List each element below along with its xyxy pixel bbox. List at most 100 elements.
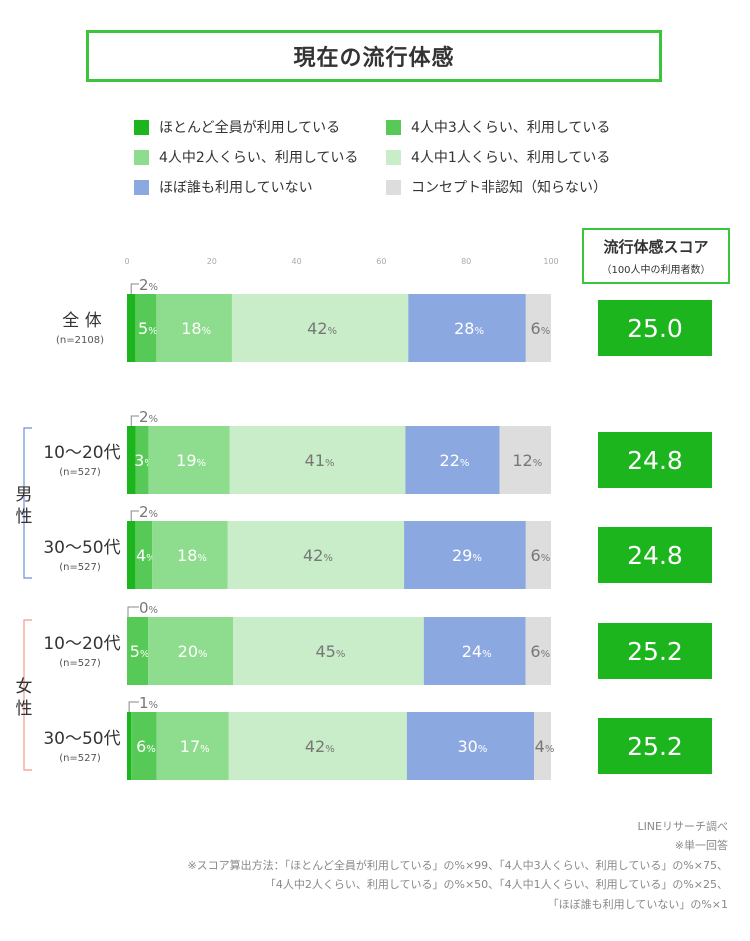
bar-segment (131, 712, 157, 780)
score-header-subtitle: （100人中の利用者数） (601, 265, 711, 276)
bar-segment (127, 426, 136, 494)
bar-segment (127, 521, 136, 589)
legend-swatch (386, 119, 401, 135)
data-label: 18% (181, 319, 211, 338)
male-group-label: 男 (16, 485, 33, 505)
data-label: 5% (130, 642, 150, 661)
male-group-label: 性 (16, 507, 33, 527)
bar-segment (231, 294, 409, 362)
row-label: 10〜20代 (43, 634, 120, 654)
bar-segment (227, 521, 405, 589)
data-label: 6% (136, 737, 156, 756)
x-tick-label: 60 (376, 257, 386, 266)
row-label: 30〜50代 (43, 538, 120, 558)
callout-leader (128, 701, 139, 712)
data-label: 18% (177, 546, 207, 565)
bar-segment (406, 712, 535, 780)
bar-segment (534, 712, 551, 780)
footnote-method-1: ※スコア算出方法：「ほとんど全員が利用している」の%×99、「4人中3人くらい、… (187, 859, 728, 872)
legend-label: 4人中2人くらい、利用している (159, 150, 359, 166)
footnote-source: LINEリサーチ調べ (637, 820, 728, 833)
title-box: 現在の流行体感 (86, 30, 662, 82)
female-group-label: 性 (16, 699, 33, 719)
footnote-method-2: 「4人中2人くらい、利用している」の%×50、「4人中1人くらい、利用している」… (264, 878, 728, 891)
callout-label: 2% (139, 276, 158, 294)
score-value: 25.2 (627, 732, 683, 761)
callout-leader (130, 283, 139, 294)
data-label: 45% (315, 642, 345, 661)
bar-segment (405, 426, 500, 494)
chart-title: 現在の流行体感 (293, 46, 455, 71)
bar-segment (525, 294, 551, 362)
score-box (598, 623, 712, 679)
bar-segment (233, 617, 424, 685)
data-label: 6% (531, 546, 551, 565)
x-tick-label: 0 (124, 257, 129, 266)
callout-label: 2% (139, 503, 158, 521)
legend-item-2: 4人中2人くらい、利用している (134, 147, 358, 167)
legend-swatch (386, 149, 401, 165)
data-label: 5% (138, 319, 158, 338)
legend-label: コンセプト非認知（知らない） (411, 180, 607, 196)
male-group-bracket (23, 427, 32, 579)
bar-segment (152, 521, 228, 589)
bar-segment (148, 426, 230, 494)
score-box (598, 432, 712, 488)
score-header: 流行体感スコア （100人中の利用者数） (582, 228, 730, 284)
data-label: 30% (458, 737, 488, 756)
data-label: 12% (512, 451, 542, 470)
bar-segment (156, 712, 229, 780)
data-label: 42% (303, 546, 333, 565)
score-value: 25.2 (627, 637, 683, 666)
legend-swatch (134, 179, 149, 195)
legend-label: 4人中1人くらい、利用している (411, 150, 611, 166)
bar-segment (127, 617, 149, 685)
callout-leader (130, 415, 139, 426)
data-label: 17% (180, 737, 210, 756)
data-label: 42% (307, 319, 337, 338)
legend-swatch (134, 119, 149, 135)
legend-item-3: 4人中1人くらい、利用している (386, 147, 610, 167)
row-label: 30〜50代 (43, 729, 120, 749)
bar-segment (499, 426, 551, 494)
bar-segment (135, 426, 149, 494)
x-tick-label: 20 (207, 257, 217, 266)
bar-segment (127, 712, 132, 780)
legend-item-1: 4人中3人くらい、利用している (386, 117, 610, 137)
bar-segment (127, 294, 136, 362)
footnote-method-3: 「ほぼ誰も利用していない」の%×1 (547, 898, 728, 911)
row-n-label: (n=527) (59, 467, 101, 478)
data-label: 4% (136, 546, 156, 565)
callout-leader (130, 510, 139, 521)
bar-segment (408, 294, 526, 362)
bar-segment (148, 617, 233, 685)
bar-segment (423, 617, 526, 685)
data-label: 6% (530, 642, 550, 661)
bar-segment (228, 712, 407, 780)
legend-item-4: ほぼ誰も利用していない (134, 177, 313, 197)
bar-segment (229, 426, 406, 494)
legend-item-0: ほとんど全員が利用している (134, 117, 340, 137)
legend-label: ほぼ誰も利用していない (159, 180, 313, 196)
score-box (598, 718, 712, 774)
bar-segment (156, 294, 232, 362)
legend-swatch (134, 149, 149, 165)
callout-leader (127, 606, 139, 617)
score-box (598, 527, 712, 583)
score-value: 24.8 (627, 541, 683, 570)
row-label: 全 体 (62, 311, 101, 331)
row-n-label: (n=527) (59, 753, 101, 764)
bar-segment (135, 294, 157, 362)
female-group-label: 女 (16, 677, 33, 697)
bar-segment (525, 521, 551, 589)
row-n-label: (n=527) (59, 658, 101, 669)
callout-label: 1% (139, 694, 158, 712)
data-label: 19% (176, 451, 206, 470)
data-label: 20% (178, 642, 208, 661)
data-label: 42% (305, 737, 335, 756)
data-label: 28% (454, 319, 484, 338)
legend-label: ほとんど全員が利用している (159, 120, 341, 136)
x-tick-label: 100 (543, 257, 558, 266)
data-label: 24% (462, 642, 492, 661)
